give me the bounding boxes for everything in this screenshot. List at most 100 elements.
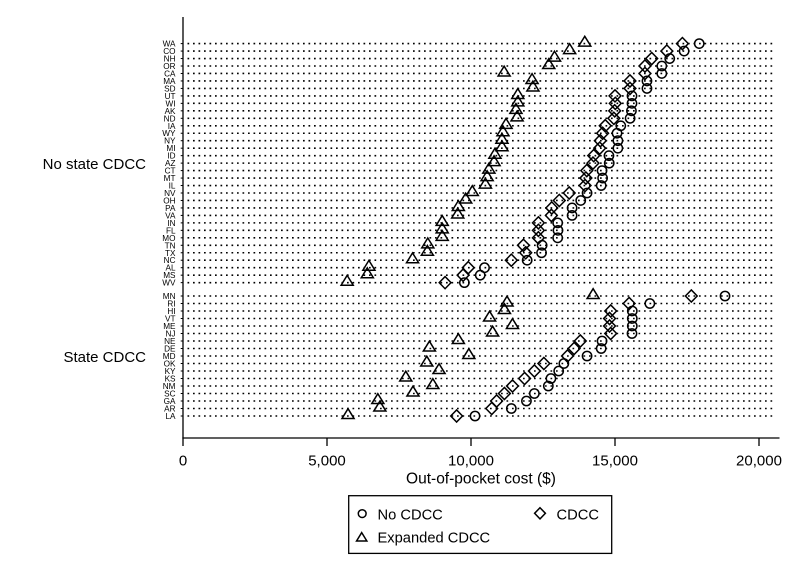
state-label-NJ: NJ (165, 330, 175, 339)
marker-cdcc-TX (518, 245, 533, 260)
state-label-NY: NY (164, 137, 176, 146)
marker-expanded-cdcc-AR (372, 399, 388, 412)
marker-no-cdcc-PA (566, 202, 578, 214)
marker-cdcc-RI (622, 296, 637, 311)
marker-expanded-cdcc-LA (340, 407, 356, 420)
state-label-MA: MA (163, 77, 176, 86)
state-label-TN: TN (165, 241, 176, 250)
marker-no-cdcc-WI (626, 97, 638, 109)
marker-no-cdcc-WA (693, 38, 705, 49)
state-label-NC: NC (164, 256, 176, 265)
marker-cdcc-KS (517, 371, 532, 386)
marker-cdcc-WV (438, 275, 453, 290)
marker-no-cdcc-MN (719, 290, 731, 302)
marker-expanded-cdcc-NE (450, 332, 466, 345)
x-tick-label-15000: 15,000 (592, 453, 638, 470)
marker-no-cdcc-VA (566, 210, 578, 221)
marker-cdcc-HI (603, 303, 618, 319)
marker-cdcc-LA (449, 408, 464, 424)
marker-expanded-cdcc-VT (482, 309, 497, 322)
marker-expanded-cdcc-ME (505, 317, 520, 330)
marker-cdcc-ND (606, 111, 621, 126)
marker-no-cdcc-NH (664, 53, 676, 64)
state-label-GA: GA (164, 397, 176, 406)
state-label-LA: LA (165, 412, 176, 421)
x-tick-label-0: 0 (179, 453, 187, 470)
marker-expanded-cdcc-CO (562, 42, 578, 55)
marker-cdcc-OK (536, 356, 551, 371)
state-label-MS: MS (163, 271, 176, 280)
y-axis-ticks-and-state-labels: WACONHORCAMASDUTWIAKNDIAWYNYMIIDAZCTMTIL… (162, 40, 183, 421)
marker-no-cdcc-NM (542, 380, 554, 392)
marker-cdcc-IA (598, 118, 613, 133)
marker-expanded-cdcc-UT (510, 87, 526, 100)
marker-no-cdcc-CT (596, 165, 608, 176)
marker-expanded-cdcc-MD (461, 347, 477, 360)
marker-no-cdcc-AK (626, 105, 637, 117)
marker-expanded-cdcc-NM (425, 377, 441, 390)
state-label-AK: AK (165, 107, 176, 116)
state-label-IN: IN (167, 219, 175, 228)
state-label-WI: WI (165, 99, 175, 108)
legend-box (348, 495, 613, 555)
state-label-NH: NH (164, 55, 176, 64)
legend-label-no-cdcc: No CDCC (378, 507, 444, 523)
marker-no-cdcc-MO (552, 232, 564, 244)
marker-no-cdcc-KY (553, 365, 565, 377)
x-axis-ticks: 0 5,000 10,000 15,000 20,000 (179, 438, 782, 470)
marker-no-cdcc-IN (552, 217, 564, 229)
state-label-MD: MD (163, 352, 176, 361)
state-label-SD: SD (164, 84, 175, 93)
marker-expanded-cdcc-WA (577, 34, 593, 47)
state-label-MI: MI (166, 144, 175, 153)
marker-cdcc-MT (578, 170, 593, 186)
marker-cdcc-UT (608, 88, 622, 104)
state-label-VT: VT (165, 315, 175, 324)
marker-no-cdcc-NY (612, 135, 624, 147)
marker-expanded-cdcc-IL (478, 176, 493, 189)
marker-no-cdcc-RI (644, 298, 656, 309)
marker-cdcc-IN (531, 215, 546, 231)
legend-label-cdcc: CDCC (557, 507, 600, 523)
marker-cdcc-FL (531, 223, 546, 238)
marker-expanded-cdcc-OR (541, 57, 557, 70)
marker-cdcc-ME (602, 318, 617, 334)
series-no-cdcc (458, 38, 731, 422)
marker-cdcc-NC (504, 253, 519, 268)
marker-no-cdcc-DE (595, 343, 607, 354)
marker-no-cdcc-CA (656, 68, 668, 79)
marker-expanded-cdcc-TN (420, 236, 436, 249)
marker-no-cdcc-FL (552, 224, 564, 236)
state-label-FL: FL (166, 226, 176, 235)
legend-marker-circle (357, 508, 367, 519)
state-label-WY: WY (162, 129, 176, 138)
marker-expanded-cdcc-MI (494, 139, 510, 152)
marker-no-cdcc-NV (581, 187, 593, 199)
marker-expanded-cdcc-CA (496, 64, 512, 77)
marker-cdcc-WI (608, 96, 623, 111)
marker-no-cdcc-UT (626, 90, 638, 102)
state-label-NV: NV (164, 189, 176, 198)
state-label-NE: NE (164, 337, 176, 346)
marker-expanded-cdcc-RI (499, 294, 515, 307)
group-label-no-state-cdcc: No state CDCC (43, 156, 147, 173)
marker-expanded-cdcc-IN (434, 214, 450, 227)
state-label-KS: KS (165, 375, 176, 384)
marker-cdcc-VA (544, 208, 559, 223)
state-label-CT: CT (165, 167, 176, 176)
marker-cdcc-OH (552, 193, 567, 208)
marker-no-cdcc-HI (626, 305, 638, 317)
marker-no-cdcc-GA (521, 395, 532, 407)
marker-no-cdcc-AR (505, 403, 517, 414)
marker-expanded-cdcc-NC (405, 251, 420, 264)
state-label-MN: MN (163, 292, 176, 301)
marker-no-cdcc-OK (558, 358, 570, 369)
state-label-MT: MT (164, 174, 176, 183)
marker-no-cdcc-NJ (626, 328, 638, 339)
marker-cdcc-WA (675, 36, 690, 51)
marker-expanded-cdcc-HI (497, 302, 512, 315)
marker-expanded-cdcc-ND (509, 109, 525, 122)
marker-no-cdcc-NC (521, 254, 533, 266)
marker-no-cdcc-MA (641, 75, 653, 87)
